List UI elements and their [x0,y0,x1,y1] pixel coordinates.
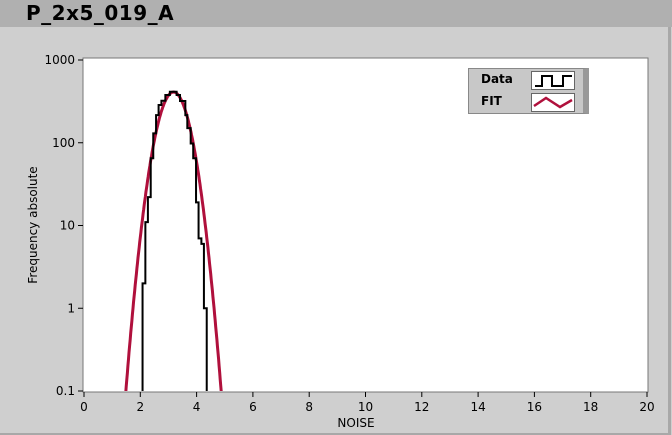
x-tick-label: 2 [136,400,144,414]
legend: Data FIT [468,68,589,114]
x-tick-label: 16 [527,400,542,414]
legend-item-data[interactable]: Data [469,70,583,90]
chart-title: P_2x5_019_A [26,1,175,25]
x-tick-label: 6 [249,400,257,414]
y-tick-label: 1000 [44,53,75,67]
x-tick-label: 18 [583,400,598,414]
legend-label: Data [481,72,513,86]
x-tick-label: 12 [414,400,429,414]
zigzag-line-icon [531,93,575,112]
x-axis: 0 2 4 6 8 10 12 14 16 18 20 [80,392,655,414]
y-axis: 1000 100 10 1 0.1 [44,53,83,398]
y-tick-label: 10 [60,219,75,233]
y-tick-label: 100 [52,136,75,150]
title-bar: P_2x5_019_A [0,0,672,27]
x-tick-label: 14 [470,400,485,414]
y-tick-label: 0.1 [56,384,75,398]
x-tick-label: 20 [639,400,654,414]
x-tick-label: 8 [305,400,313,414]
legend-item-fit[interactable]: FIT [469,92,583,112]
chart-frame [0,27,671,435]
legend-label: FIT [481,94,502,108]
y-axis-label: Frequency absolute [26,166,40,283]
y-tick-label: 1 [67,301,75,315]
x-tick-label: 0 [80,400,88,414]
data-series-line [141,90,208,391]
step-line-icon [531,71,575,90]
x-tick-label: 10 [358,400,373,414]
x-axis-label: NOISE [337,416,374,430]
x-tick-label: 4 [193,400,201,414]
